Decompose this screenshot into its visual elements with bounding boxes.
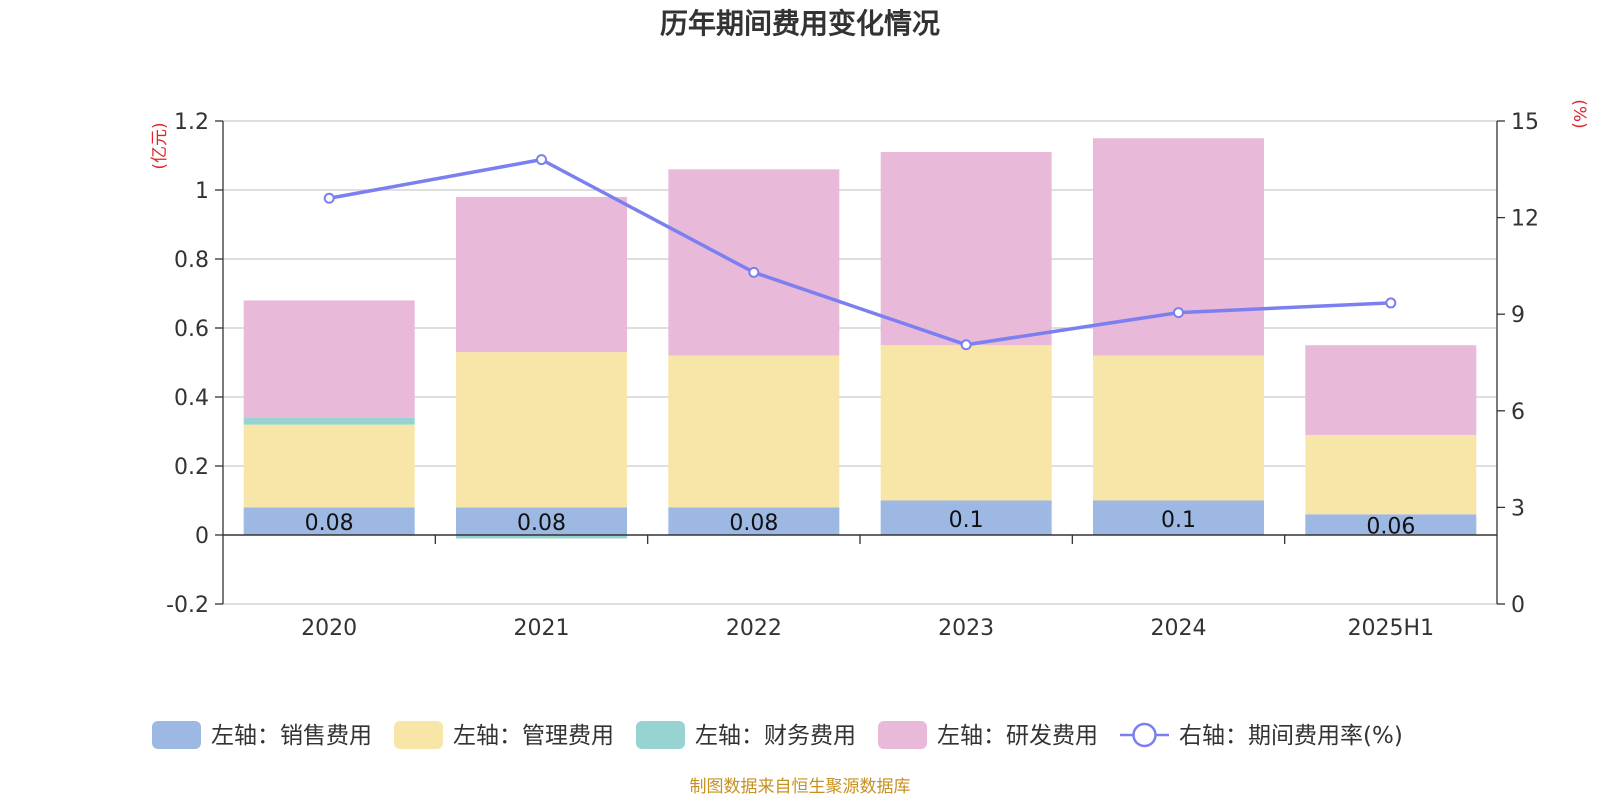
x-axis-tick-label: 2021 — [514, 616, 570, 641]
left-axis-tick-label: 0.6 — [174, 317, 209, 342]
data-labels: 0.08 0.08 0.08 0.1 0.1 0.06 — [305, 508, 1416, 540]
x-axis-tick-label: 2020 — [301, 616, 357, 641]
bar-data-label: 0.1 — [949, 508, 984, 533]
source-note: 制图数据来自恒生聚源数据库 — [690, 777, 911, 797]
bar-segment — [456, 196, 627, 353]
axes: -0.2 0 0.2 0.4 0.6 0.8 1 1.2 0 3 6 9 12 15 2020 2021 202… — [166, 110, 1539, 641]
chart-title: 历年期间费用变化情况 — [660, 7, 940, 40]
bar-segment — [880, 345, 1052, 501]
legend-swatch — [878, 721, 927, 749]
left-axis-tick-label: 1.2 — [174, 110, 209, 135]
right-axis-tick-label: 12 — [1511, 207, 1539, 232]
x-axis-tick-label: 2024 — [1151, 616, 1207, 641]
bar-segment — [668, 355, 840, 508]
x-axis-tick-label: 2025H1 — [1348, 616, 1435, 641]
line-point — [960, 339, 972, 351]
line-series — [323, 154, 1397, 351]
bar-segment — [1305, 514, 1477, 535]
bar-series — [243, 138, 1477, 539]
left-axis-tick-label: 0 — [195, 524, 209, 549]
bar-data-label: 0.08 — [729, 511, 778, 536]
left-axis-unit: (亿元) — [150, 122, 170, 169]
bar-segment — [243, 424, 415, 508]
legend-marker — [1132, 722, 1157, 748]
bar-segment — [1305, 434, 1477, 515]
bar-segment — [456, 507, 627, 535]
bar-segment — [880, 152, 1052, 346]
legend-label: 左轴：研发费用 — [937, 723, 1098, 749]
gridlines — [223, 120, 1497, 605]
line-point — [1173, 307, 1184, 319]
right-axis-tick-label: 9 — [1511, 303, 1525, 328]
right-axis-tick-label: 6 — [1511, 400, 1525, 425]
right-axis-unit: (%) — [1569, 99, 1589, 128]
bar-segment — [1305, 345, 1477, 435]
bar-segment — [243, 300, 415, 418]
legend: 左轴：销售费用 左轴：管理费用 左轴：财务费用 左轴：研发费用 右轴：期间费用率(%) — [152, 721, 1403, 749]
bar-segment — [1093, 138, 1264, 356]
right-axis-tick-label: 15 — [1511, 110, 1539, 135]
legend-label: 左轴：财务费用 — [695, 723, 856, 749]
bar-segment — [668, 507, 840, 535]
left-axis-tick-label: 1 — [195, 179, 209, 204]
x-axis-tick-label: 2023 — [938, 616, 994, 641]
line-point — [536, 154, 547, 166]
line-point — [323, 192, 335, 204]
legend-label: 左轴：管理费用 — [453, 723, 614, 749]
legend-swatch — [636, 721, 685, 749]
right-axis-tick-label: 3 — [1511, 496, 1525, 521]
bar-segment — [456, 352, 627, 508]
bar-segment — [243, 507, 415, 535]
line-path — [328, 157, 1391, 347]
legend-swatch — [152, 721, 201, 749]
left-axis-tick-label: -0.2 — [166, 593, 209, 618]
line-point — [748, 266, 760, 278]
bar-segment — [243, 417, 415, 425]
bar-data-label: 0.08 — [517, 511, 566, 536]
bar-data-label: 0.06 — [1366, 515, 1415, 540]
bar-segment — [1093, 355, 1264, 501]
bar-segment — [880, 500, 1052, 535]
legend-label: 左轴：销售费用 — [211, 723, 372, 749]
left-axis-tick-label: 0.4 — [174, 386, 209, 411]
right-axis-tick-label: 0 — [1511, 593, 1525, 618]
line-point — [1385, 297, 1397, 309]
legend-label: 右轴：期间费用率(%) — [1179, 723, 1403, 749]
left-axis-tick-label: 0.8 — [174, 248, 209, 273]
bar-segment — [668, 169, 840, 356]
bar-data-label: 0.1 — [1161, 508, 1196, 533]
left-axis-tick-label: 0.2 — [174, 455, 209, 480]
bar-segment — [456, 535, 627, 539]
legend-swatch — [394, 721, 443, 749]
bar-segment — [1093, 500, 1264, 535]
bar-data-label: 0.08 — [305, 511, 354, 536]
x-axis-tick-label: 2022 — [726, 616, 782, 641]
